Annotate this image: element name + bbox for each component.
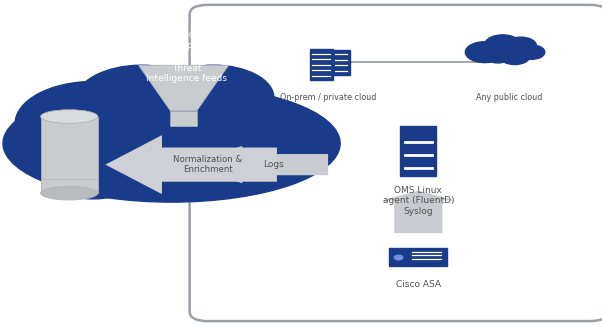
Circle shape (15, 82, 172, 166)
Text: Any public cloud: Any public cloud (476, 93, 542, 102)
Circle shape (39, 140, 147, 199)
Bar (389, 248, 447, 266)
Circle shape (394, 255, 403, 260)
Polygon shape (170, 111, 197, 126)
Bar (310, 49, 333, 80)
Ellipse shape (41, 186, 98, 200)
Text: Cisco ASA: Cisco ASA (396, 280, 441, 289)
Polygon shape (381, 191, 456, 233)
Bar (400, 126, 436, 176)
Text: On-prem / private cloud: On-prem / private cloud (280, 93, 376, 102)
Text: Normalization &
Enrichment: Normalization & Enrichment (173, 155, 242, 174)
Circle shape (500, 48, 530, 65)
Text: Logs: Logs (264, 160, 284, 169)
Polygon shape (105, 135, 277, 194)
Text: IP to Geo
mapping: IP to Geo mapping (166, 31, 207, 51)
Ellipse shape (41, 110, 98, 123)
Text: Syslog: Syslog (403, 207, 433, 216)
Bar (333, 50, 350, 75)
Text: OMS: OMS (89, 248, 140, 267)
Ellipse shape (3, 85, 340, 202)
Circle shape (505, 37, 536, 54)
Circle shape (518, 45, 545, 59)
Text: OMS Linux
agent (FluentD): OMS Linux agent (FluentD) (383, 186, 454, 205)
Circle shape (75, 65, 208, 137)
Circle shape (485, 35, 521, 54)
Polygon shape (138, 65, 229, 111)
Circle shape (484, 48, 512, 63)
Circle shape (154, 65, 274, 130)
Circle shape (202, 98, 310, 156)
Polygon shape (190, 146, 328, 183)
Circle shape (187, 132, 289, 187)
Circle shape (465, 42, 504, 63)
Text: Threat
Intelligence feeds: Threat Intelligence feeds (146, 64, 227, 83)
FancyBboxPatch shape (190, 5, 602, 321)
Bar (41, 116, 98, 193)
Ellipse shape (480, 45, 537, 58)
